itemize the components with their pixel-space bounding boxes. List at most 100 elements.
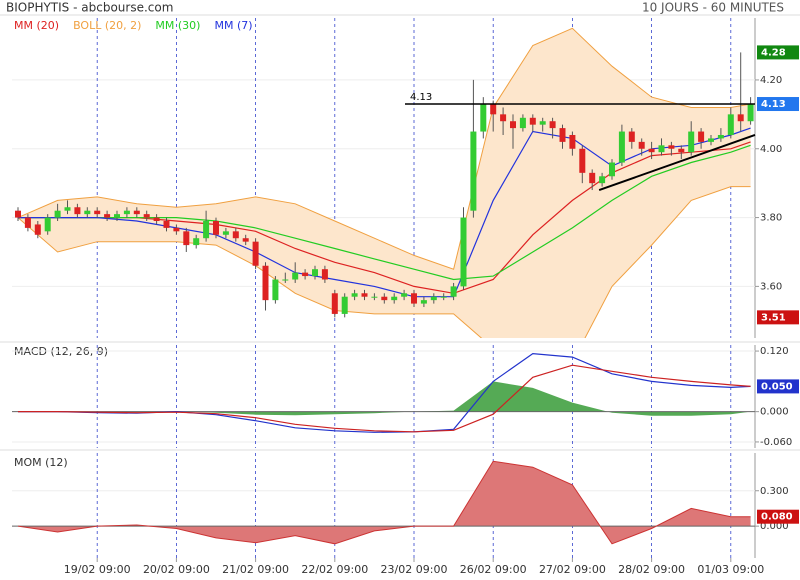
candle-body	[717, 134, 724, 139]
y-tick-label: 0.120	[760, 346, 789, 357]
value-marker	[757, 97, 799, 112]
candle-body	[104, 214, 111, 218]
candle-body	[430, 296, 437, 301]
candle-body	[292, 272, 299, 280]
chart-subtitle: 10 JOURS - 60 MINUTES	[642, 1, 784, 15]
candle-body	[618, 131, 625, 163]
candle-body	[411, 293, 417, 304]
macd-histogram	[18, 381, 751, 416]
candle-body	[213, 221, 219, 235]
candle-body	[34, 224, 41, 235]
candle-body	[183, 231, 190, 246]
candle-body	[737, 114, 744, 122]
y-tick-label: 4.00	[760, 144, 782, 155]
value-marker	[757, 379, 799, 394]
candle-body	[529, 117, 536, 125]
candle-body	[222, 231, 229, 235]
x-tick-label: 22/02 09:00	[301, 563, 368, 576]
x-tick-label: 19/02 09:00	[64, 563, 131, 576]
candle-body	[193, 238, 200, 246]
candle-body	[420, 300, 427, 304]
candle-body	[401, 293, 408, 297]
value-marker-label: 0.050	[761, 381, 793, 392]
candle-body	[440, 296, 447, 298]
candle-body	[698, 131, 705, 142]
candle-body	[242, 238, 249, 242]
y-tick-label: 0.000	[760, 521, 789, 532]
candle-body	[628, 131, 635, 142]
candle-body	[44, 217, 51, 232]
candle-body	[549, 121, 556, 129]
macd-line	[18, 352, 751, 433]
y-tick-label: -0.060	[760, 437, 792, 448]
candle-body	[480, 104, 487, 132]
ma-line	[18, 144, 751, 281]
candle-body	[341, 296, 348, 314]
candle-body	[599, 176, 606, 184]
value-marker-label: 0.080	[761, 512, 793, 523]
candle-body	[153, 217, 160, 222]
y-tick-label: 3.60	[760, 281, 782, 292]
candle-body	[282, 279, 289, 281]
candle-body	[539, 121, 546, 125]
candle-body	[381, 296, 388, 301]
x-tick-label: 27/02 09:00	[539, 563, 606, 576]
candle-body	[658, 145, 665, 153]
candle-body	[688, 131, 695, 153]
candle-body	[609, 162, 615, 177]
candle-body	[569, 134, 576, 149]
candle-body	[361, 293, 368, 297]
y-tick-label: 0.300	[760, 486, 789, 497]
candle-body	[232, 231, 239, 239]
candle-body	[331, 293, 338, 314]
momentum-line	[17, 460, 751, 545]
x-tick-label: 20/02 09:00	[143, 563, 210, 576]
y-tick-label: 4.20	[760, 75, 782, 86]
macd-line	[18, 364, 751, 433]
y-tick-label: 3.80	[760, 213, 782, 224]
ma-line	[18, 127, 751, 298]
candle-body	[371, 296, 378, 298]
candle-body	[114, 214, 120, 218]
candle-body	[64, 207, 71, 211]
x-tick-label: 01/03 09:00	[697, 563, 764, 576]
candle-body	[24, 217, 31, 228]
plot-area	[12, 352, 755, 433]
candle-body	[203, 221, 210, 239]
candle-body	[54, 210, 61, 218]
value-marker-label: 4.13	[761, 99, 786, 110]
x-tick-label: 28/02 09:00	[618, 563, 685, 576]
candle-body	[321, 269, 328, 280]
candle-body	[470, 131, 477, 211]
candle-body	[460, 217, 467, 287]
candle-body	[450, 286, 457, 297]
x-tick-label: 23/02 09:00	[381, 563, 448, 576]
candle-body	[94, 210, 101, 215]
plot-area	[15, 27, 754, 338]
candle-body	[351, 293, 358, 297]
candle-body	[272, 279, 279, 301]
candle-body	[519, 117, 526, 129]
panel-title: MOM (12)	[14, 456, 68, 469]
value-marker-label: 4.28	[761, 47, 786, 58]
candle-body	[173, 227, 180, 232]
candle-body	[84, 210, 91, 215]
candle-body	[252, 241, 259, 266]
candle-body	[559, 128, 566, 142]
candle-body	[678, 148, 685, 153]
candle-body	[708, 138, 714, 142]
value-marker	[757, 509, 799, 524]
boll-band	[18, 28, 751, 338]
candle-body	[143, 214, 150, 218]
trend-line	[598, 134, 756, 191]
candle-body	[133, 210, 140, 215]
candle-body	[510, 121, 516, 129]
candle-body	[74, 207, 81, 215]
annotation: 4.13	[410, 92, 432, 103]
candle-body	[490, 104, 497, 115]
legend-entry: MM (20)	[14, 19, 59, 32]
chart-title: BIOPHYTIS - abcbourse.com	[6, 1, 173, 15]
legend-entry: MM (30)	[155, 19, 200, 32]
plot-area	[12, 460, 755, 545]
